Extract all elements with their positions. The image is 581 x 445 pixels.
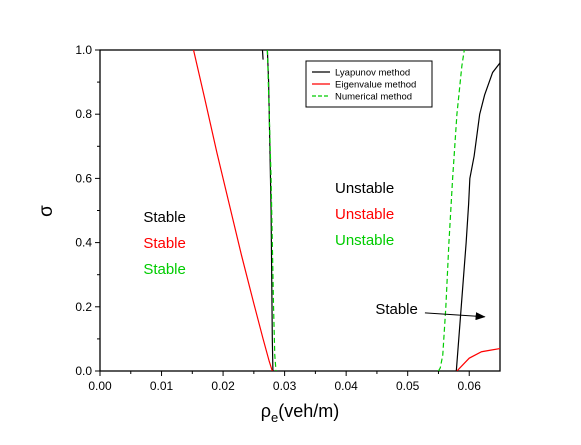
annotation-4: Unstable <box>335 180 394 197</box>
x-axis-title: ρe(veh/m) <box>261 401 340 425</box>
x-tick-label: 0.06 <box>458 379 482 393</box>
series-line-eigenvalue-method-1 <box>192 50 273 371</box>
series-line-unnamed-series-1 <box>261 50 264 60</box>
x-axis: 0.00 0.01 0.02 0.03 0.04 0.05 0.06 <box>88 371 481 393</box>
annotation-arrow <box>424 312 486 321</box>
legend-label-numerical-method: Numerical method <box>335 92 412 103</box>
x-tick-label: 0.01 <box>150 379 174 393</box>
x-tick-label: 0.02 <box>211 379 235 393</box>
legend-label-lyapunov-method: Lyapunov method <box>335 68 410 79</box>
x-tick-label: 0.03 <box>273 379 297 393</box>
annotation-3: Stable <box>143 261 186 278</box>
legend-label-eigenvalue-method: Eigenvalue method <box>335 80 416 91</box>
y-axis: 0.0 0.2 0.4 0.6 0.8 1.0 <box>75 43 100 378</box>
x-tick-label: 0.00 <box>88 379 112 393</box>
annotation-6: Unstable <box>335 232 394 249</box>
annotation-7: Stable <box>375 301 418 318</box>
annotation-2: Stable <box>143 235 186 252</box>
annotation-5: Unstable <box>335 206 394 223</box>
y-axis-title: σ <box>36 205 57 217</box>
series-line-lyapunov-method-2 <box>455 62 500 371</box>
annotations-layer: Stable Stable Stable Unstable Unstable Unstab… <box>143 180 486 321</box>
y-tick-label: 0.2 <box>75 300 92 314</box>
y-tick-label: 0.8 <box>75 107 92 121</box>
series-line-eigenvalue-method-2 <box>456 347 500 371</box>
series-line-numerical-method-1 <box>266 50 277 371</box>
series-line-numerical-method-2 <box>437 50 465 371</box>
y-tick-label: 0.4 <box>75 236 92 250</box>
x-tick-label: 0.05 <box>396 379 420 393</box>
y-tick-label: 0.6 <box>75 171 92 185</box>
series-layer <box>192 50 500 371</box>
y-tick-label: 0.0 <box>75 364 92 378</box>
annotation-1: Stable <box>143 209 186 226</box>
y-tick-label: 1.0 <box>75 43 92 57</box>
x-tick-label: 0.04 <box>334 379 358 393</box>
